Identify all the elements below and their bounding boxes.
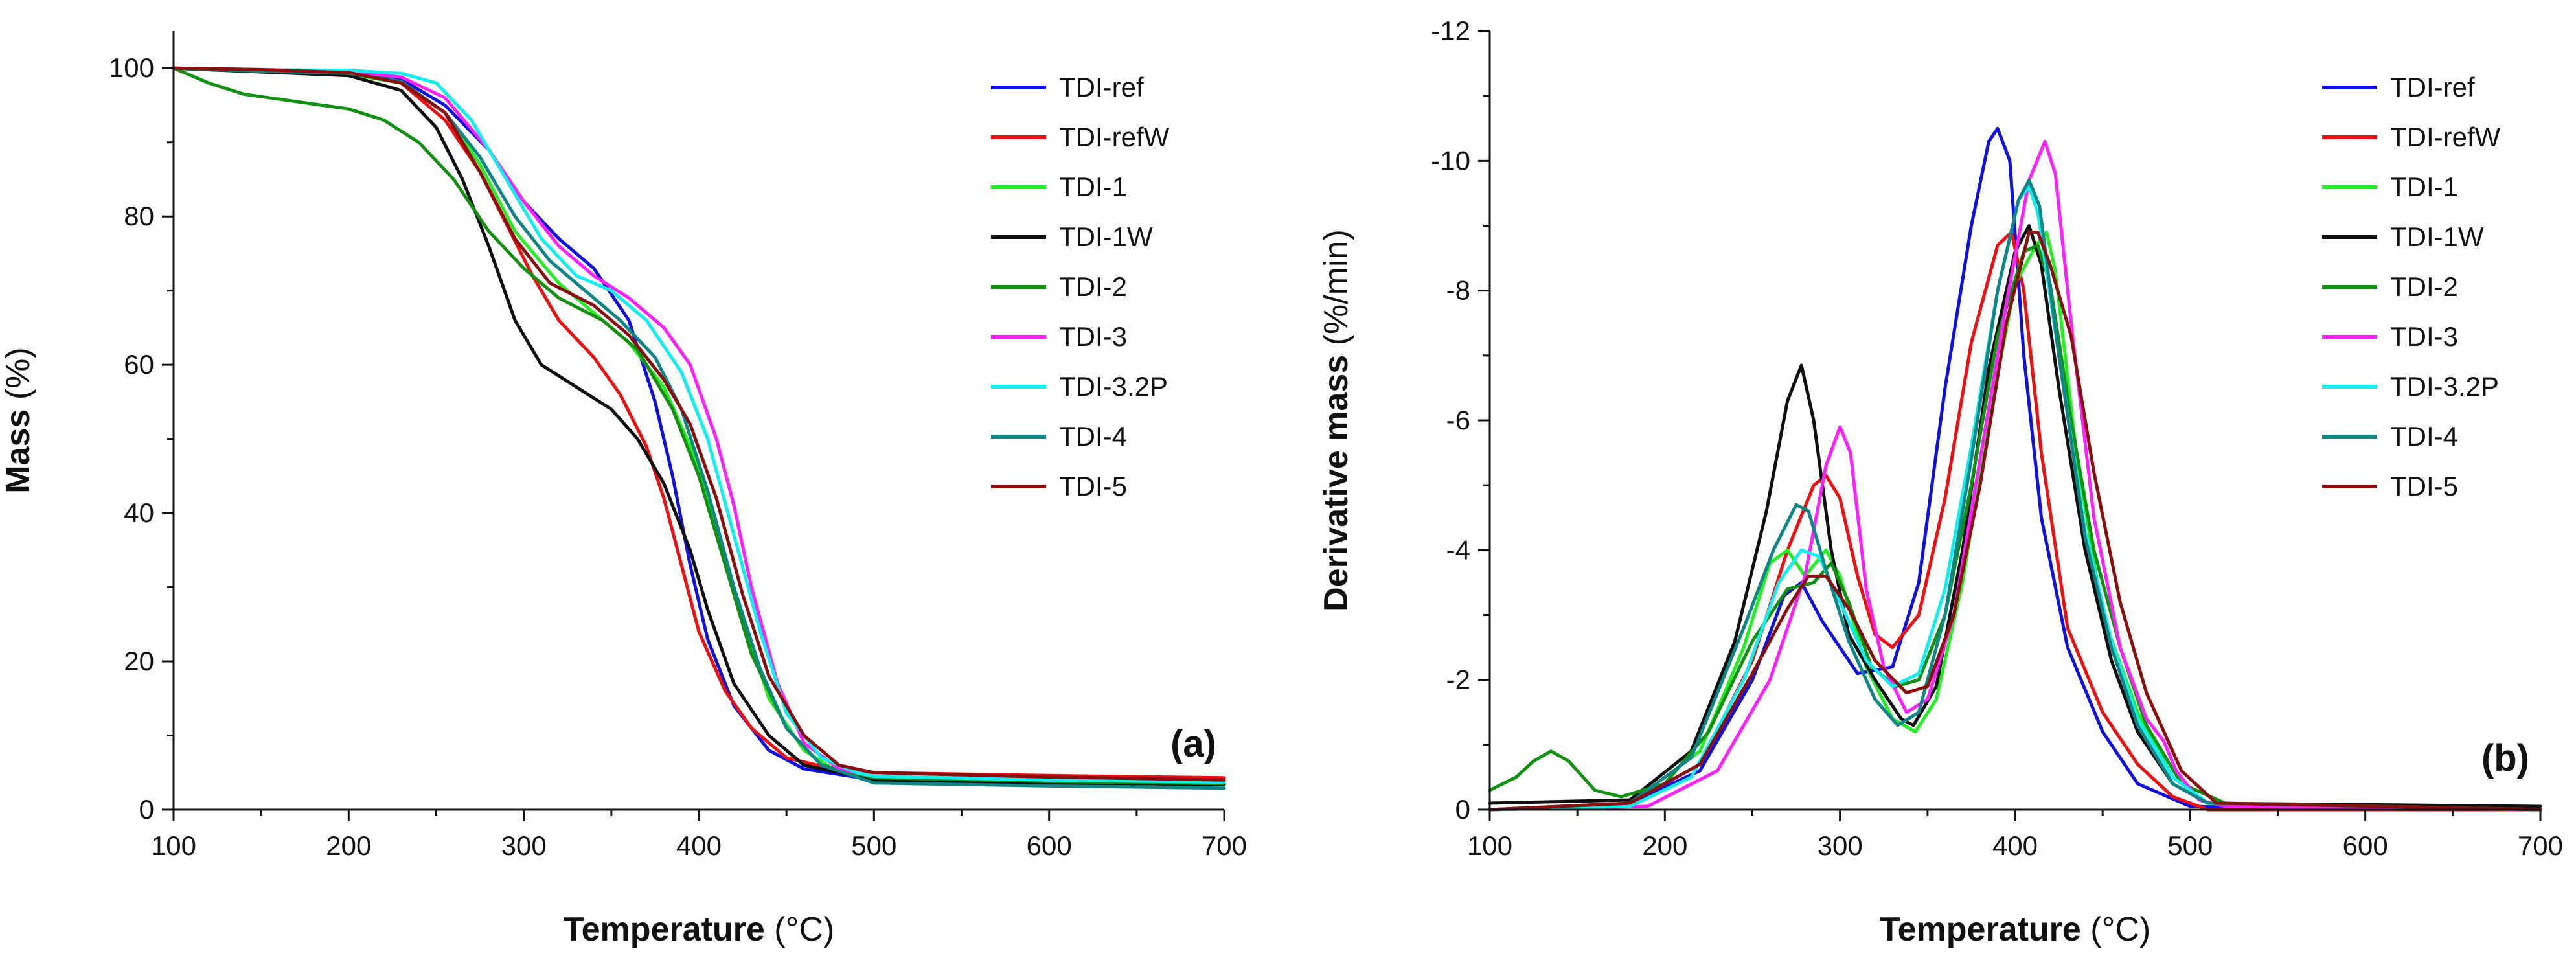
panel-a-legend-label: TDI-4 — [1059, 421, 1127, 451]
panel-a-x-axis-unit: (°C) — [774, 911, 834, 948]
panel-a-x-tick-label: 500 — [851, 830, 896, 861]
panel-b-x-axis-unit: (°C) — [2090, 911, 2150, 948]
panel-b-legend-label: TDI-1 — [2390, 172, 2458, 202]
panel-a-y-axis-unit: (%) — [0, 347, 37, 400]
panel-b-series-line-tdi-3 — [1488, 139, 2542, 812]
panel-b-x-tick-label: 400 — [1992, 830, 2038, 861]
panel-b-y-tick-label: 0 — [1455, 794, 1470, 825]
panel-b-legend-label: TDI-4 — [2390, 421, 2458, 451]
panel-b-x-tick-label: 200 — [1642, 830, 1687, 861]
panel-a-series-line-tdi-5 — [172, 66, 1226, 782]
panel-a-x-tick-label: 100 — [151, 830, 196, 861]
panel-a-y-tick-label: 0 — [139, 794, 154, 825]
panel-a-x-tick-label: 600 — [1027, 830, 1072, 861]
panel-b-legend-label: TDI-1W — [2390, 222, 2484, 252]
panel-a-series-group — [172, 66, 1226, 790]
panel-b-series-line-tdi-1 — [1488, 231, 2542, 812]
panel-a-y-tick-label: 40 — [124, 497, 154, 528]
panel-b-panel-label: (b) — [2481, 737, 2529, 779]
panel-b-series-line-tdi-1w — [1488, 224, 2542, 808]
panel-a-x-tick-label: 200 — [326, 830, 371, 861]
panel-a-y-tick-label: 60 — [124, 349, 154, 380]
panel-b-series-line-tdi-refw — [1488, 231, 2542, 812]
panel-a-panel-label: (a) — [1170, 723, 1216, 765]
panel-b-chart: 100 200 300 400 500 600 700 0 -2 -4 -6 -8 -10 -12 Temp… — [1317, 16, 2563, 948]
panel-a-legend: TDI-ref TDI-refW TDI-1 TDI-1W TDI-2 TDI-3 TDI-… — [991, 72, 1170, 501]
panel-a-x-tick-label: 400 — [676, 830, 722, 861]
panel-b-legend-label: TDI-2 — [2390, 271, 2458, 302]
panel-b-x-tick-label: 600 — [2343, 830, 2388, 861]
panel-b-y-tick-label: -8 — [1446, 275, 1470, 306]
panel-a-series-line-tdi-refw — [172, 66, 1226, 780]
panel-a-legend-label: TDI-3 — [1059, 321, 1127, 352]
panel-b-legend: TDI-ref TDI-refW TDI-1 TDI-1W TDI-2 TDI-3 TDI-… — [2322, 72, 2501, 501]
panel-b-legend-label: TDI-ref — [2390, 72, 2475, 102]
panel-a-x-tick-label: 700 — [1202, 830, 1247, 861]
panel-a-legend-label: TDI-3.2P — [1059, 371, 1168, 402]
panel-a-y-tick-label: 20 — [124, 646, 154, 676]
panel-b-series-line-tdi-5 — [1488, 231, 2542, 812]
panel-b-legend-label: TDI-refW — [2390, 122, 2501, 152]
panel-a-legend-label: TDI-2 — [1059, 271, 1127, 302]
panel-b-x-tick-label: 500 — [2167, 830, 2213, 861]
panel-b-x-tick-label: 100 — [1467, 830, 1512, 861]
panel-a-x-axis-title-text: Temperature — [564, 911, 775, 948]
panel-a-x-tick-label: 300 — [501, 830, 547, 861]
panel-a-y-tick-label: 100 — [109, 52, 154, 83]
panel-a-legend-label: TDI-5 — [1059, 471, 1127, 501]
panel-b-y-tick-label: -6 — [1446, 405, 1470, 435]
panel-a-y-axis-title: Mass (%) — [0, 347, 37, 493]
panel-a-y-axis-title-text: Mass — [0, 400, 37, 494]
panel-b-x-axis-title: Temperature (°C) — [1880, 911, 2151, 948]
panel-b-legend-label: TDI-3 — [2390, 321, 2458, 352]
panel-b-series-line-tdi-3-2p — [1488, 185, 2542, 812]
panel-a-legend-label: TDI-ref — [1059, 72, 1144, 102]
panel-a-legend-label: TDI-1W — [1059, 222, 1153, 252]
panel-b-series-line-tdi-2 — [1488, 244, 2542, 812]
panel-b-x-tick-label: 700 — [2518, 830, 2563, 861]
panel-b-legend-label: TDI-5 — [2390, 471, 2458, 501]
panel-a-legend-label: TDI-refW — [1059, 122, 1170, 152]
panel-b-y-axis-title-text: Derivative mass — [1317, 345, 1355, 611]
panel-b-x-axis-title-text: Temperature — [1880, 911, 2091, 948]
panel-a-legend-label: TDI-1 — [1059, 172, 1127, 202]
panel-b-y-tick-label: -12 — [1431, 16, 1470, 46]
panel-b-series-group — [1488, 126, 2542, 812]
panel-a-chart: 100 200 300 400 500 600 700 0 20 40 60 80 100 Tempera… — [0, 31, 1247, 948]
panel-b-series-line-tdi-ref — [1488, 126, 2542, 812]
panel-b-y-tick-label: -10 — [1431, 145, 1470, 176]
panel-b-legend-label: TDI-3.2P — [2390, 371, 2499, 402]
panel-a-series-line-tdi-1w — [172, 66, 1226, 786]
panel-a-y-tick-label: 80 — [124, 201, 154, 231]
panel-b-y-axis-title: Derivative mass (%/min) — [1317, 229, 1355, 611]
panel-a-x-axis-title: Temperature (°C) — [564, 911, 835, 948]
panel-b-y-axis-unit: (%/min) — [1317, 229, 1355, 345]
panel-b-y-tick-label: -2 — [1446, 665, 1470, 695]
panel-b-x-tick-label: 300 — [1818, 830, 1863, 861]
panel-b-series-line-tdi-4 — [1488, 178, 2542, 812]
panel-b-y-tick-label: -4 — [1446, 534, 1470, 565]
